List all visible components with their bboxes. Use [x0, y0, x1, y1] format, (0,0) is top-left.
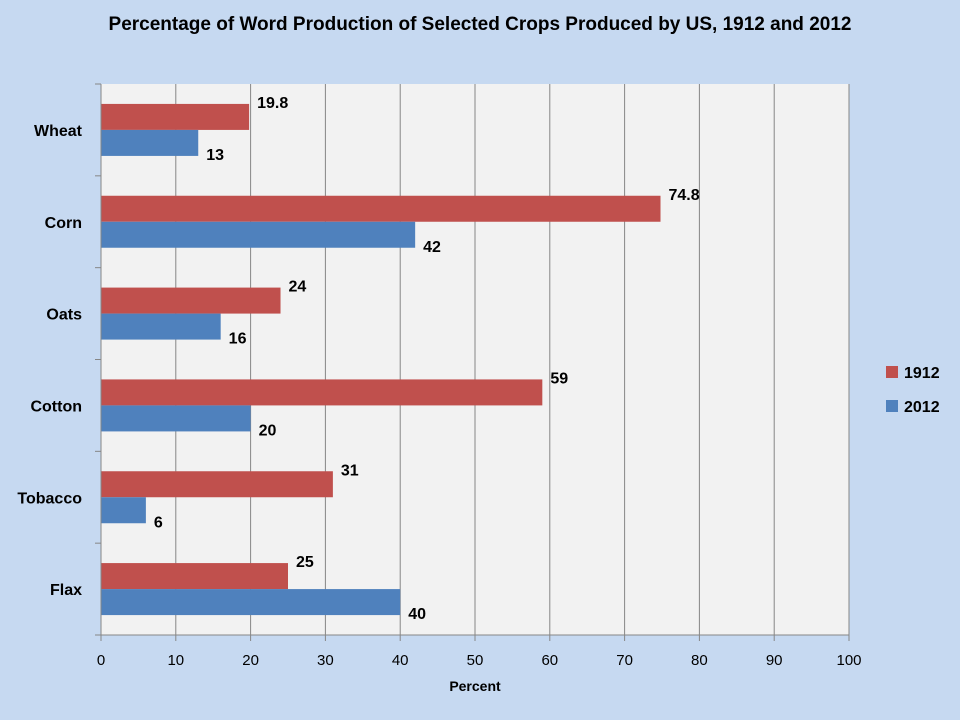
legend-swatch: [886, 366, 898, 378]
x-tick-label: 50: [467, 652, 484, 669]
data-label: 74.8: [669, 187, 700, 204]
x-tick-label: 90: [766, 652, 783, 669]
bar-cotton-2012: [101, 405, 251, 432]
x-tick-label: 10: [167, 652, 184, 669]
x-tick-label: 20: [242, 652, 259, 669]
category-label: Corn: [45, 215, 82, 232]
category-label: Cotton: [30, 398, 82, 415]
data-label: 16: [229, 331, 247, 348]
x-axis-title: Percent: [449, 678, 501, 694]
data-label: 20: [259, 422, 277, 439]
bar-wheat-2012: [101, 129, 199, 156]
bar-oats-1912: [101, 287, 281, 314]
data-label: 13: [206, 147, 224, 164]
category-label: Flax: [50, 582, 82, 599]
data-label: 6: [154, 514, 163, 531]
bar-flax-1912: [101, 563, 288, 590]
bar-tobacco-2012: [101, 497, 146, 524]
chart-title: Percentage of Word Production of Selecte…: [108, 14, 852, 35]
bar-cotton-1912: [101, 379, 543, 406]
legend-label: 2012: [904, 399, 940, 416]
category-label: Tobacco: [17, 490, 82, 507]
legend-swatch: [886, 400, 898, 412]
bar-flax-2012: [101, 589, 401, 616]
bar-oats-2012: [101, 313, 221, 340]
data-label: 25: [296, 554, 314, 571]
bar-wheat-1912: [101, 103, 250, 130]
data-label: 31: [341, 462, 359, 479]
bar-corn-1912: [101, 195, 661, 222]
bar-corn-2012: [101, 221, 416, 248]
x-tick-label: 40: [392, 652, 409, 669]
data-label: 59: [550, 370, 568, 387]
category-label: Wheat: [34, 123, 83, 140]
data-label: 24: [289, 279, 307, 296]
x-tick-label: 70: [616, 652, 633, 669]
x-tick-label: 30: [317, 652, 334, 669]
category-label: Oats: [46, 307, 82, 324]
legend-label: 1912: [904, 365, 940, 382]
x-tick-label: 80: [691, 652, 708, 669]
x-tick-label: 0: [97, 652, 105, 669]
bar-tobacco-1912: [101, 471, 333, 498]
x-tick-label: 100: [836, 652, 861, 669]
data-label: 42: [423, 239, 441, 256]
x-tick-label: 60: [541, 652, 558, 669]
data-label: 40: [408, 606, 426, 623]
data-label: 19.8: [257, 95, 288, 112]
